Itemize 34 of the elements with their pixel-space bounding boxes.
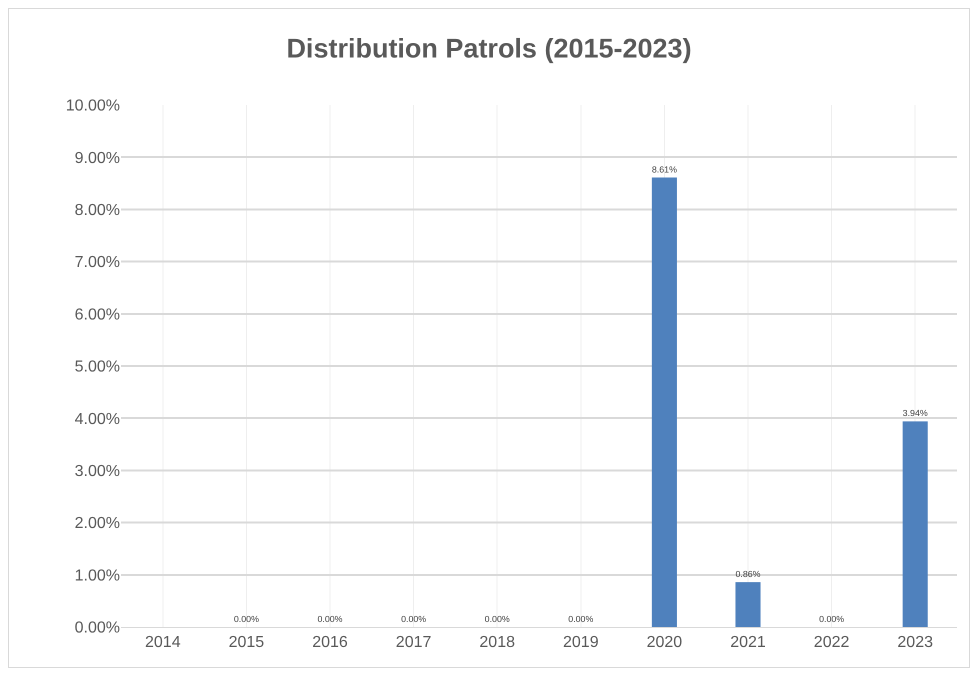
x-tick-label: 2017 — [396, 634, 432, 652]
x-tick-label: 2016 — [312, 634, 348, 652]
x-tick-label: 2019 — [563, 634, 599, 652]
data-label: 0.00% — [234, 614, 260, 624]
x-tick-label: 2020 — [646, 634, 682, 652]
bar — [652, 178, 677, 627]
data-label: 8.61% — [652, 164, 678, 174]
bar — [735, 582, 761, 627]
x-tick-label: 2015 — [228, 634, 264, 652]
y-tick-label: 8.00% — [74, 202, 120, 219]
y-tick-label: 10.00% — [66, 98, 120, 115]
y-tick-label: 7.00% — [74, 254, 120, 272]
chart-title: Distribution Patrols (2015-2023) — [286, 34, 692, 64]
y-tick-label: 9.00% — [74, 150, 120, 167]
y-tick-label: 1.00% — [74, 567, 120, 584]
x-tick-label: 2018 — [479, 634, 516, 652]
data-label: 0.00% — [484, 614, 510, 624]
x-tick-label: 2021 — [730, 634, 766, 652]
data-label: 3.94% — [902, 408, 928, 418]
y-tick-label: 4.00% — [74, 410, 120, 428]
data-label: 0.86% — [735, 568, 761, 579]
x-tick-label: 2014 — [145, 634, 181, 652]
y-tick-label: 2.00% — [74, 515, 120, 532]
x-tick-label: 2023 — [897, 634, 934, 652]
y-tick-label: 6.00% — [74, 306, 120, 324]
x-tick-label: 2022 — [814, 634, 850, 652]
data-label: 0.00% — [317, 614, 343, 624]
bar — [902, 421, 928, 627]
data-label: 0.00% — [401, 614, 426, 624]
data-label: 0.00% — [568, 614, 594, 624]
y-tick-label: 3.00% — [74, 463, 120, 480]
y-tick-label: 5.00% — [74, 358, 120, 376]
y-tick-label: 0.00% — [74, 620, 120, 637]
data-label: 0.00% — [819, 614, 844, 624]
